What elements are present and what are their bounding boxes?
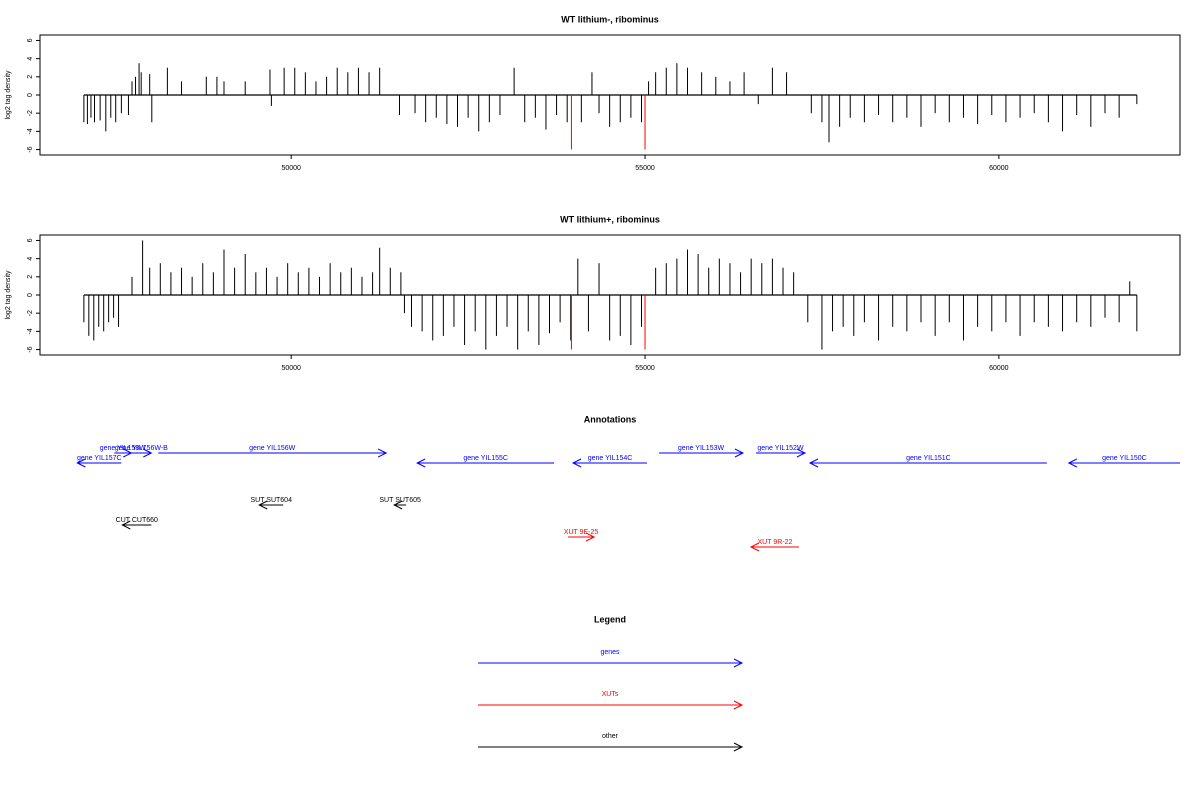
annotation-arrow (121, 520, 152, 530)
annotation-arrow (131, 448, 153, 458)
annotation-arrow (76, 458, 122, 468)
x-tick-label: 60000 (989, 365, 1009, 372)
chart-title: WT lithium-, ribominus (561, 14, 659, 24)
annotation-arrow (755, 448, 807, 458)
x-tick-label: 60000 (989, 165, 1009, 172)
x-tick-label: 50000 (281, 165, 301, 172)
annotation-arrow (158, 448, 388, 458)
y-tick-label: -4 (27, 128, 34, 134)
annotation-label: XUT 9R-22 (758, 539, 793, 546)
annotation-label: gene YIL154C (588, 455, 633, 462)
y-tick-label: 6 (27, 38, 34, 42)
legend-title: Legend (594, 614, 626, 624)
y-tick-label: 2 (27, 75, 34, 79)
annotation-arrow (749, 542, 799, 552)
y-tick-label: 4 (27, 57, 34, 61)
legend-arrow (478, 658, 744, 668)
annotation-label: gene YIL157C (77, 455, 122, 462)
annotation-label: SUT SUT605 (379, 497, 421, 504)
y-tick-label: 4 (27, 257, 34, 261)
y-axis-label: log2 tag density (5, 70, 12, 120)
annotation-label: gene YIL155C (463, 455, 508, 462)
y-axis-label: log2 tag density (5, 270, 12, 320)
x-tick-label: 55000 (635, 365, 655, 372)
y-tick-label: -2 (27, 310, 34, 316)
annotation-label: CUT CUT660 (116, 517, 158, 524)
annotations-title: Annotations (584, 414, 637, 424)
annotation-label: gene YIL150C (1102, 455, 1147, 462)
annotation-label: gene YIL156W-B (115, 445, 168, 452)
annotation-label: SUT SUT604 (250, 497, 292, 504)
annotation-label: gene YIL158W (100, 445, 147, 452)
annotation-label: gene YIL156W (249, 445, 296, 452)
y-tick-label: 6 (27, 238, 34, 242)
y-tick-label: 0 (27, 293, 34, 297)
annotation-label: XUT 9E-25 (564, 529, 599, 536)
y-tick-label: -6 (27, 346, 34, 352)
legend-label: other (602, 733, 619, 740)
annotation-arrow (659, 448, 745, 458)
legend-arrow (478, 742, 744, 752)
y-tick-label: -4 (27, 328, 34, 334)
legend-arrow (478, 700, 744, 710)
annotation-arrow (416, 458, 555, 468)
annotation-arrow (568, 532, 596, 542)
annotation-label: gene YIL151C (906, 455, 951, 462)
annotation-arrow (808, 458, 1047, 468)
y-tick-label: -6 (27, 146, 34, 152)
chart-title: WT lithium+, ribominus (560, 214, 660, 224)
annotation-label: gene YIL152W (757, 445, 804, 452)
annotation-arrow (393, 500, 407, 510)
annotation-arrow (571, 458, 648, 468)
y-tick-label: 0 (27, 93, 34, 97)
x-tick-label: 55000 (635, 165, 655, 172)
annotation-arrow (258, 500, 284, 510)
legend-label: XUTs (602, 691, 619, 698)
x-tick-label: 50000 (281, 365, 301, 372)
y-tick-label: 2 (27, 275, 34, 279)
annotation-arrow (1067, 458, 1180, 468)
legend-label: genes (600, 649, 620, 656)
y-tick-label: -2 (27, 110, 34, 116)
annotation-label: gene YIL153W (678, 445, 725, 452)
